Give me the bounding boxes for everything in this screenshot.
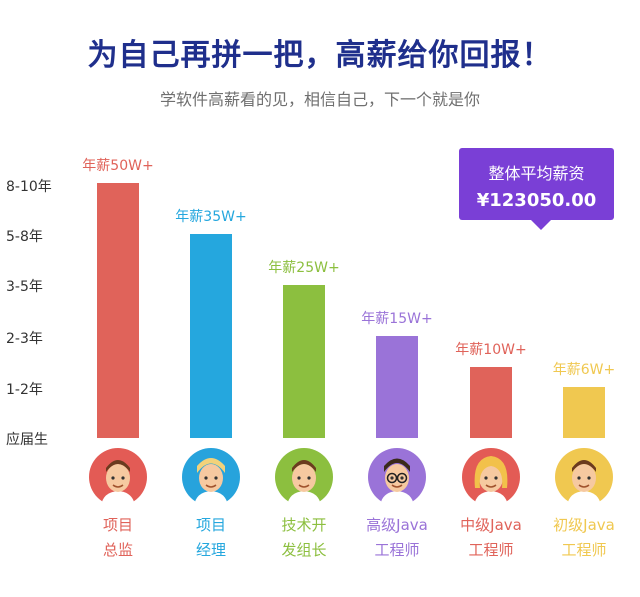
role-label: 技术开 发组长	[259, 513, 349, 563]
bar	[97, 183, 139, 438]
y-tick-label: 应届生	[6, 432, 48, 448]
role-label-line1: 技术开	[281, 516, 327, 534]
role-label-line1: 项目	[195, 516, 226, 534]
bar-value-label: 年薪25W+	[268, 260, 340, 276]
bar-value-label: 年薪50W+	[82, 158, 154, 174]
glasses-man-avatar-icon	[368, 448, 426, 506]
blonde-woman-avatar-icon	[462, 448, 520, 506]
role-label: 中级Java 工程师	[446, 513, 536, 563]
role-label: 项目 总监	[73, 513, 163, 563]
page-title: 为自己再拼一把，高薪给你回报！	[87, 38, 553, 73]
bar-value-label: 年薪6W+	[552, 362, 616, 378]
callout-value: ¥123050.00	[476, 190, 597, 211]
blonde-man-avatar-icon	[182, 448, 240, 506]
average-salary-callout: 整体平均薪资 ¥123050.00	[459, 148, 614, 230]
role-label-line2: 总监	[102, 541, 133, 559]
bar-value-label: 年薪10W+	[455, 341, 527, 358]
role-label: 高级Java 工程师	[352, 513, 442, 563]
role-label-line2: 工程师	[374, 541, 420, 559]
bar	[563, 387, 605, 438]
man-avatar-icon	[275, 448, 333, 506]
role-label-line1: 中级Java	[460, 516, 522, 534]
role-label: 项目 经理	[166, 513, 256, 563]
role-label-line2: 发组长	[281, 541, 327, 559]
bar-value-label: 年薪35W+	[175, 209, 247, 225]
y-tick-label: 2-3年	[6, 331, 43, 347]
bar	[376, 336, 418, 438]
role-label-line1: 初级Java	[553, 516, 615, 534]
callout-label: 整体平均薪资	[488, 164, 585, 183]
page-subtitle: 学软件高薪看的见，相信自己，下一个就是你	[159, 90, 480, 109]
role-label-line1: 高级Java	[366, 516, 428, 534]
y-tick-label: 8-10年	[6, 179, 52, 195]
bar	[283, 285, 325, 438]
role-label-line2: 经理	[195, 541, 226, 559]
y-tick-label: 1-2年	[6, 382, 43, 398]
man-avatar-icon	[89, 448, 147, 506]
role-label-line1: 项目	[102, 516, 133, 534]
role-label: 初级Java 工程师	[539, 513, 629, 563]
bar-value-label: 年薪15W+	[361, 311, 433, 327]
role-label-line2: 工程师	[561, 541, 607, 559]
y-tick-label: 3-5年	[6, 279, 43, 295]
bar	[470, 366, 512, 438]
callout-pointer	[531, 220, 551, 230]
y-tick-label: 5-8年	[6, 229, 43, 245]
role-label-line2: 工程师	[468, 541, 514, 559]
bar	[190, 234, 232, 438]
man-avatar-icon	[555, 448, 613, 506]
